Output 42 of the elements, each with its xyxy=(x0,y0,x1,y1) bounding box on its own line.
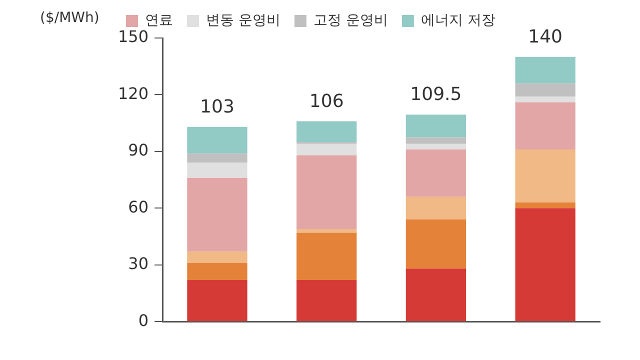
bar xyxy=(296,144,357,156)
y-axis-title: ($/MWh) xyxy=(40,10,100,26)
bar xyxy=(296,121,357,142)
y-tick-label: 120 xyxy=(118,84,149,103)
bar xyxy=(515,202,576,208)
bar xyxy=(296,228,357,233)
bar xyxy=(515,208,576,322)
legend-label: 에너지 저장 xyxy=(420,12,496,29)
bar xyxy=(406,144,466,150)
y-tick-label: 90 xyxy=(128,140,149,160)
bar xyxy=(515,56,576,84)
legend-label: 변동 운영비 xyxy=(206,12,280,29)
total-label: 109.5 xyxy=(410,84,462,106)
bar xyxy=(296,232,357,280)
bar xyxy=(296,155,357,229)
legend-label: 연료 xyxy=(145,12,173,29)
bar xyxy=(515,150,576,202)
bar xyxy=(187,126,248,154)
bar xyxy=(515,102,576,150)
total-label: 103 xyxy=(200,96,234,118)
bar xyxy=(187,162,248,178)
bar xyxy=(515,83,576,97)
bar xyxy=(406,150,466,197)
bar xyxy=(187,280,248,322)
bar xyxy=(187,178,248,252)
legend-label: 고정 운영비 xyxy=(313,12,388,29)
bar xyxy=(406,196,466,220)
y-tick-label: 30 xyxy=(128,254,149,274)
bar xyxy=(187,252,248,263)
bar xyxy=(296,280,357,322)
total-label: 106 xyxy=(309,90,344,112)
bar xyxy=(406,137,466,144)
bar xyxy=(515,96,576,102)
y-tick-label: 150 xyxy=(118,27,149,46)
bar xyxy=(406,114,466,138)
bar xyxy=(187,262,248,280)
bar xyxy=(187,153,248,163)
bar xyxy=(406,220,466,269)
y-tick-label: 60 xyxy=(128,197,149,216)
y-tick-label: 0 xyxy=(138,310,149,330)
total-label: 140 xyxy=(528,26,562,48)
bar xyxy=(406,268,466,322)
